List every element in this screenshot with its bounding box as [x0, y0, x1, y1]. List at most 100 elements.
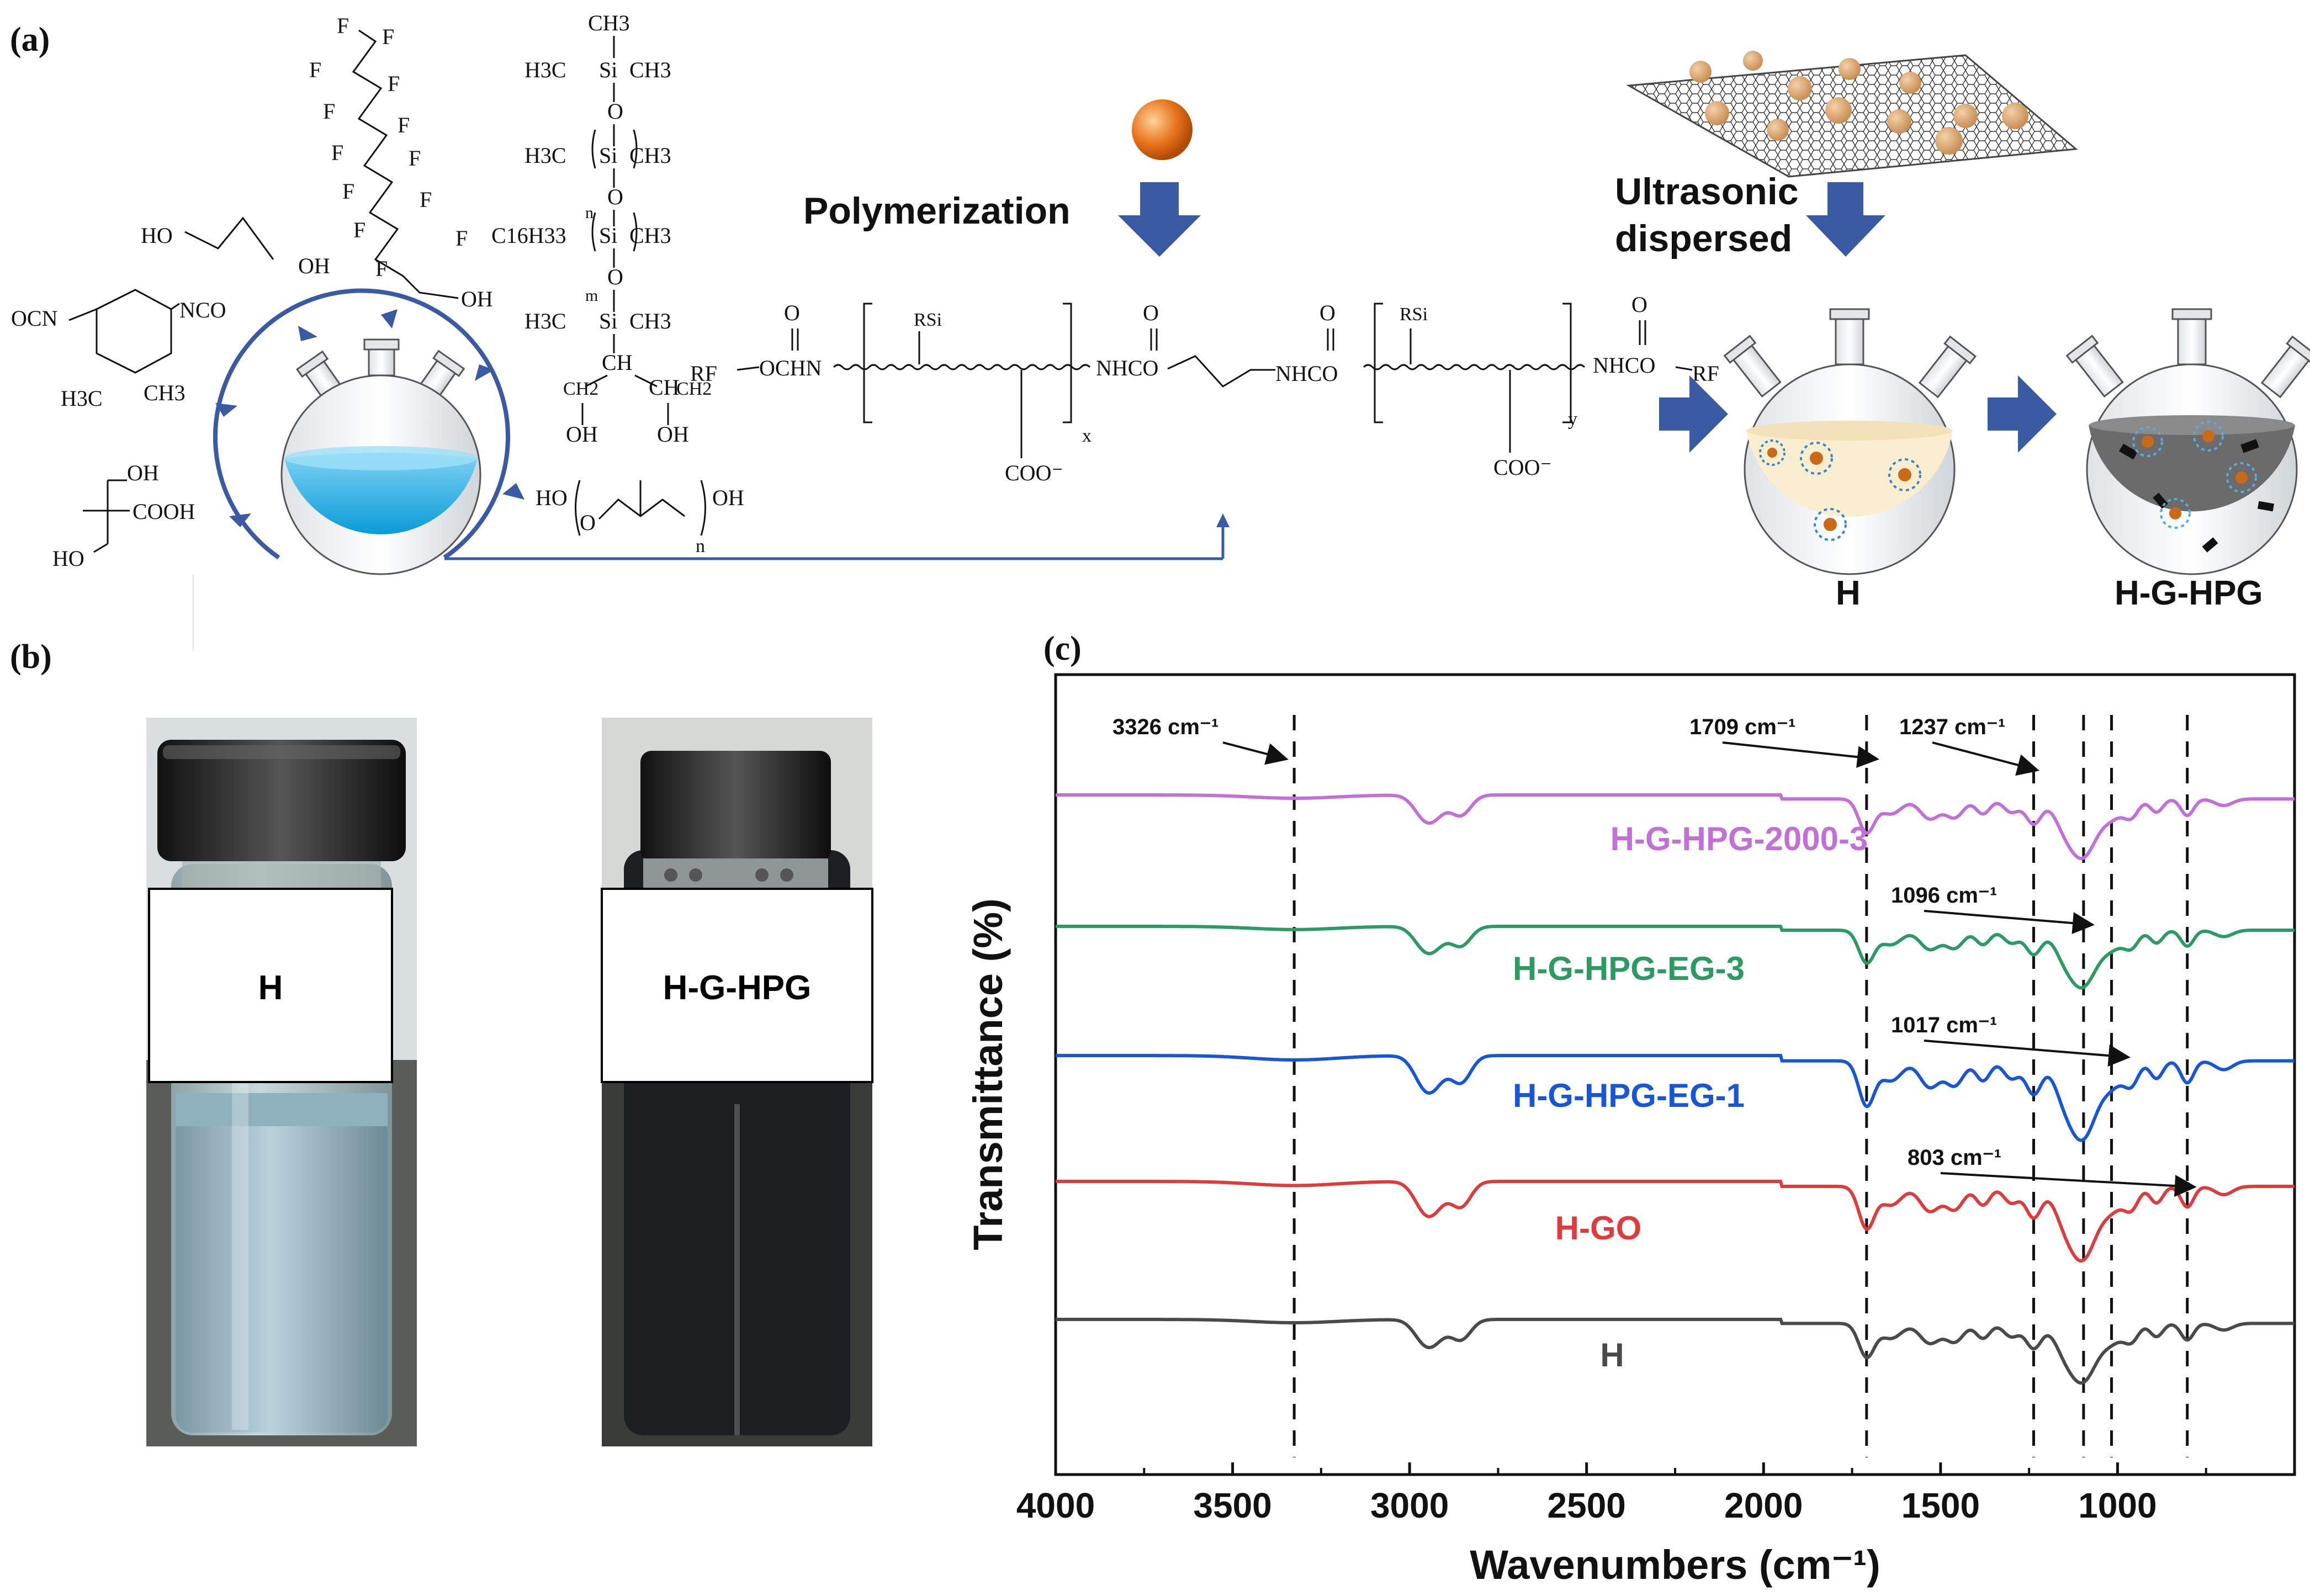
svg-text:OH: OH	[298, 253, 330, 278]
spectrum-line	[1056, 793, 2295, 861]
flask-hg	[2065, 308, 2310, 575]
vial-photo-hg: H-G-HPG	[601, 718, 873, 1446]
spectra	[1056, 793, 2295, 1385]
svg-text:m: m	[585, 287, 598, 305]
svg-text:F: F	[342, 179, 354, 204]
svg-text:F: F	[409, 146, 421, 171]
svg-text:F: F	[398, 113, 410, 137]
x-tick-label: 2000	[1724, 1486, 1803, 1525]
down-arrow-icon	[1118, 182, 1201, 257]
flask-h-label: H	[1836, 574, 1861, 612]
svg-text:OH: OH	[127, 460, 159, 485]
x-axis-label: Wavenumbers (cm⁻¹)	[1470, 1542, 1880, 1588]
peak-annotation: 1237 cm⁻¹	[1899, 715, 2005, 739]
annotation-arrow	[1924, 1040, 2131, 1067]
svg-text:Si: Si	[599, 309, 617, 333]
flask-hg-label: H-G-HPG	[2115, 574, 2263, 612]
svg-text:NCO: NCO	[179, 298, 226, 322]
polymerization-step: Polymerization	[803, 99, 1201, 257]
series-label: H-G-HPG-EG-3	[1513, 950, 1745, 987]
svg-text:OCHN: OCHN	[759, 356, 822, 380]
svg-text:HO: HO	[141, 223, 173, 248]
spectrum-line	[1056, 1180, 2295, 1263]
micelle-icons	[1759, 439, 1921, 541]
svg-text:F: F	[353, 218, 365, 242]
peak-annotation: 1017 cm⁻¹	[1891, 1013, 1997, 1037]
right-arrow-icon	[1988, 375, 2057, 453]
flask-h	[1723, 308, 1977, 575]
x-tick-label: 3500	[1193, 1486, 1271, 1525]
annotation-arrow	[1722, 741, 1879, 768]
polyglycerol-structure: HO O OH n	[536, 480, 744, 556]
graphene-sheet	[1626, 51, 2078, 178]
svg-text:y: y	[1568, 409, 1577, 430]
svg-text:O: O	[1631, 292, 1647, 317]
svg-text:F: F	[420, 187, 432, 212]
annotation-arrow	[1222, 741, 1289, 765]
svg-text:x: x	[1082, 426, 1092, 446]
dmpa-structure: OH COOH HO	[52, 460, 195, 571]
svg-text:Si: Si	[599, 57, 617, 82]
spectrum-line	[1056, 925, 2295, 990]
svg-text:O: O	[1320, 300, 1336, 325]
svg-text:RSi: RSi	[1400, 304, 1428, 325]
ultrasonic-label: Ultrasonic	[1615, 171, 1799, 213]
polymer-structure: RF OCHN RSi O COO⁻ x NHCO O NHCO O RSi C…	[690, 292, 1719, 485]
x-tick-label: 3000	[1370, 1486, 1449, 1525]
x-tick-label: 4000	[1016, 1486, 1095, 1525]
svg-text:F: F	[331, 140, 343, 165]
svg-text:O: O	[607, 99, 623, 124]
reaction-flask	[213, 288, 1230, 575]
svg-text:O: O	[784, 300, 800, 325]
svg-text:RF: RF	[1692, 361, 1719, 386]
svg-text:F: F	[382, 24, 394, 49]
svg-text:CH: CH	[649, 375, 680, 400]
peak-annotation: 1709 cm⁻¹	[1689, 715, 1795, 739]
annotation-arrow	[1924, 910, 2095, 934]
panel-b: (b) H H-G-HPG	[10, 574, 873, 1446]
svg-text:CH: CH	[602, 350, 633, 375]
svg-text:COOH: COOH	[133, 499, 195, 524]
svg-text:F: F	[309, 57, 321, 82]
peak-annotation: 803 cm⁻¹	[1908, 1146, 2001, 1170]
nanoparticle-icon	[1132, 99, 1193, 160]
svg-text:O: O	[607, 264, 623, 289]
x-tick-label: 2500	[1548, 1486, 1626, 1525]
nanoparticles	[1689, 51, 2028, 155]
svg-text:OH: OH	[712, 485, 744, 510]
svg-text:CH3: CH3	[144, 380, 186, 405]
vial-h-label: H	[258, 969, 283, 1007]
panel-a: (a) F F F F F F F F F F F F F OH HO OH	[10, 10, 2310, 612]
svg-text:CH2: CH2	[676, 379, 712, 399]
siloxane-structure: CH3 H3C Si CH3 O H3C Si CH3 O n C16H33 S…	[491, 10, 712, 447]
spectrum-line	[1056, 1318, 2295, 1385]
panel-b-label: (b)	[10, 638, 52, 676]
svg-text:OH: OH	[461, 287, 493, 311]
panel-c-label: (c)	[1043, 630, 1082, 667]
svg-text:Si: Si	[599, 223, 617, 248]
vial-photo-h: H	[146, 718, 417, 1446]
peak-annotation: 3326 cm⁻¹	[1112, 715, 1218, 739]
ftir-chart: (c) H-G-HPG-2000-3 H-G-HPG-EG-3 H-G-HPG-EG…	[965, 630, 2296, 1588]
annotation-arrow	[1932, 741, 2039, 776]
svg-text:CH3: CH3	[588, 10, 630, 35]
svg-text:O: O	[580, 510, 596, 535]
x-tick-label: 1500	[1901, 1486, 1980, 1525]
svg-text:Si: Si	[599, 143, 617, 168]
svg-text:COO⁻: COO⁻	[1493, 455, 1552, 480]
peak-annotations: 3326 cm⁻¹ 1709 cm⁻¹ 1237 cm⁻¹ 1096 cm⁻¹ 1017…	[1112, 715, 2197, 1197]
series-labels: H-G-HPG-2000-3 H-G-HPG-EG-3 H-G-HPG-EG-1 H-…	[1513, 820, 1868, 1374]
down-arrow-icon	[1806, 182, 1885, 257]
svg-text:RF: RF	[690, 361, 717, 386]
svg-text:NHCO: NHCO	[1275, 361, 1338, 386]
series-label: H-G-HPG-EG-1	[1513, 1077, 1745, 1114]
svg-text:OH: OH	[566, 422, 598, 447]
svg-text:COO⁻: COO⁻	[1005, 460, 1063, 485]
svg-text:H3C: H3C	[524, 57, 566, 82]
svg-text:H3C: H3C	[524, 309, 566, 333]
svg-text:OCN: OCN	[11, 306, 57, 331]
spectrum-line	[1056, 1054, 2295, 1142]
polymerization-label: Polymerization	[803, 190, 1071, 232]
svg-text:CH3: CH3	[629, 57, 671, 82]
